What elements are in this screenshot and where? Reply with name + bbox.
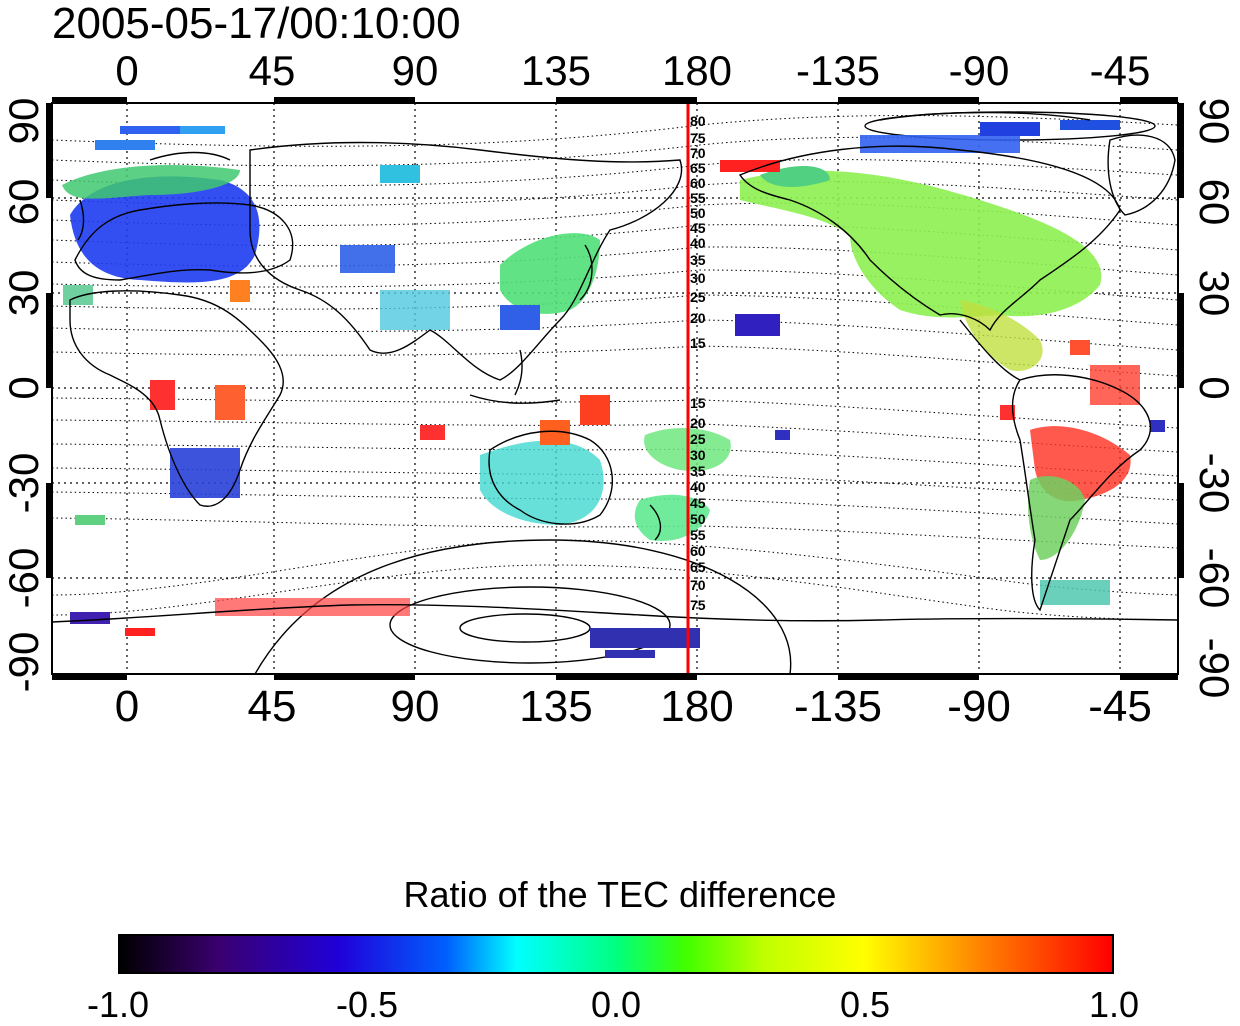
right-lat-axis: 90 60 30 0 -30 -60 -90 [1191,98,1238,699]
bottom-lon-label: 45 [247,682,297,731]
contour-label-south: 40 [690,479,706,495]
bottom-lon-label: 0 [114,682,140,731]
top-lon-label: -135 [795,47,881,94]
contour-label-south: 55 [690,527,706,543]
right-lat-label: -30 [1191,453,1238,514]
contour-label-north: 50 [690,205,706,221]
contour-label-north: 15 [690,335,706,351]
timestamp-title: 2005-05-17/00:10:00 [52,0,461,48]
right-lat-label: -60 [1191,548,1238,609]
tec-data-patches [62,120,1165,658]
australia-patch [480,440,604,525]
contour-label-north: 55 [690,190,706,206]
contour-label-south: 20 [690,415,706,431]
left-lat-label: -60 [0,548,47,609]
top-lon-label: -90 [948,47,1010,94]
polar-contours [254,111,1156,674]
top-lon-label: 180 [661,47,733,94]
contour-label-north: 25 [690,289,706,305]
colorbar-tick-label: -0.5 [335,984,399,1025]
contour-labels: 8075706560555045403530252015152025303540… [690,113,706,613]
top-lon-label: 135 [520,47,592,94]
bottom-lon-label: 135 [519,682,593,731]
top-lon-label: 90 [391,47,439,94]
bottom-lon-label: 180 [660,682,734,731]
right-lat-label: 0 [1191,376,1238,399]
contour-label-south: 30 [690,447,706,463]
contour-label-north: 60 [690,175,706,191]
colorbar-tick-label: 1.0 [1088,984,1140,1025]
contour-label-south: 60 [690,543,706,559]
contour-label-south: 70 [690,577,706,593]
colorbar-tick-label: -1.0 [86,984,150,1025]
contour-label-north: 20 [690,310,706,326]
bottom-lon-label: -135 [793,682,883,731]
contour-label-south: 50 [690,511,706,527]
right-lat-label: 90 [1191,98,1238,145]
left-lat-label: 90 [0,98,47,145]
contour-label-north: 30 [690,270,706,286]
contour-label-north: 70 [690,145,706,161]
bottom-lon-label: 90 [390,682,440,731]
left-lat-label: -30 [0,453,47,514]
frame-tick-bars [46,97,1184,680]
left-lat-label: 60 [0,179,47,226]
coastlines [52,111,1178,623]
map-frame [51,102,1179,675]
top-lon-label: 45 [248,47,296,94]
east-asia-patch [500,233,600,314]
contour-label-north: 65 [690,160,706,176]
contour-label-north: 75 [690,130,706,146]
contour-label-north: 40 [690,235,706,251]
left-lat-label: 0 [0,376,47,399]
bottom-lon-label: -90 [947,682,1011,731]
contour-label-south: 75 [690,597,706,613]
colorbar-tick-label: 0.0 [590,984,642,1025]
right-lat-label: 30 [1191,270,1238,317]
contour-label-south: 35 [690,463,706,479]
colorbar [118,934,1114,974]
left-lat-axis: 90 60 30 0 -30 -60 -90 [0,98,47,693]
right-lat-label: -90 [1191,638,1238,699]
contour-label-north: 45 [690,220,706,236]
colorbar-title: Ratio of the TEC difference [403,874,837,915]
top-lon-label: 0 [115,47,139,94]
right-lat-label: 60 [1191,179,1238,226]
contour-label-south: 15 [690,395,706,411]
contour-label-south: 25 [690,431,706,447]
contour-label-south: 65 [690,559,706,575]
left-lat-label: 30 [0,270,47,317]
contour-label-north: 35 [690,252,706,268]
colorbar-tick-label: 0.5 [839,984,891,1025]
left-lat-label: -90 [0,632,47,693]
contour-label-south: 45 [690,495,706,511]
bottom-lon-label: -45 [1088,682,1152,731]
north-america-patch [740,170,1102,318]
top-lon-label: -45 [1089,47,1151,94]
contour-label-north: 80 [690,113,706,129]
